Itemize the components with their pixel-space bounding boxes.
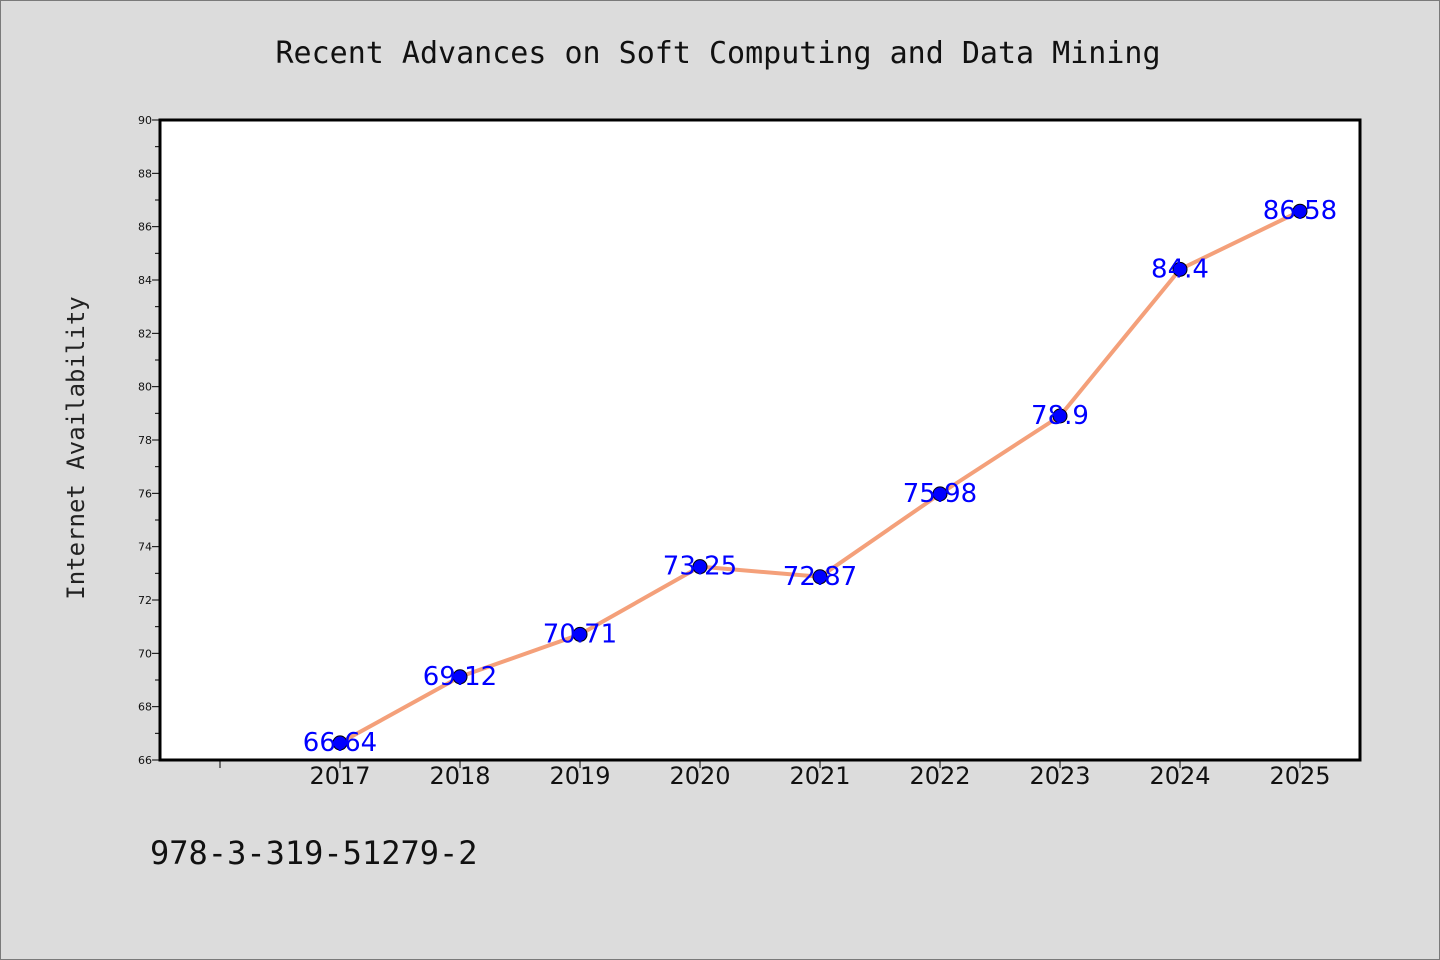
x-tick-label: 2025 [1269, 762, 1330, 790]
data-point [692, 559, 708, 575]
y-tick-label: 72 [138, 594, 152, 607]
y-tick-label: 90 [138, 114, 152, 127]
data-label: 70.71 [543, 619, 617, 649]
series [332, 203, 1308, 751]
data-label: 75.98 [903, 479, 977, 509]
x-tick-label: 2020 [669, 762, 730, 790]
y-tick-label: 66 [138, 754, 152, 767]
data-point [452, 669, 468, 685]
chart-title: Recent Advances on Soft Computing and Da… [275, 36, 1160, 71]
data-label: 78.9 [1031, 401, 1089, 431]
plot-area [158, 118, 1362, 762]
x-tick-label: 2021 [789, 762, 850, 790]
y-tick-label: 76 [138, 487, 152, 500]
data-label: 69.12 [423, 662, 497, 692]
x-tick-label: 2017 [309, 762, 370, 790]
data-point [572, 626, 588, 642]
x-tick-label: 2019 [549, 762, 610, 790]
data-point [932, 486, 948, 502]
data-label: 73.25 [663, 552, 737, 582]
isbn-footer: 978-3-319-51279-2 [150, 834, 478, 872]
x-tick-label: 2022 [909, 762, 970, 790]
x-tick-label: 2024 [1149, 762, 1210, 790]
y-tick-label: 86 [138, 221, 152, 234]
y-axis-label: Internet Availability [62, 296, 90, 599]
x-axis: 2017 2018 2019 2020 2021 2022 2023 2024 2025 [219, 760, 1331, 790]
data-label: 72.87 [783, 562, 857, 592]
y-tick-label: 82 [138, 327, 152, 340]
y-tick-label: 84 [138, 274, 152, 287]
data-labels: 66.64 69.12 70.71 73.25 72.87 75.98 78.9 84.4 86… [303, 196, 1337, 758]
y-tick-label: 88 [138, 167, 152, 180]
y-tick-label: 68 [138, 701, 152, 714]
data-label: 66.64 [303, 728, 377, 758]
y-tick-label: 80 [138, 381, 152, 394]
data-point [1052, 408, 1068, 424]
data-point [1292, 203, 1308, 219]
y-tick-label: 70 [138, 647, 152, 660]
data-point [812, 569, 828, 585]
x-tick-label: 2023 [1029, 762, 1090, 790]
x-tick-label: 2018 [429, 762, 490, 790]
y-tick-label: 74 [138, 541, 152, 554]
data-label: 86.58 [1263, 196, 1337, 226]
y-tick-label: 78 [138, 434, 152, 447]
data-point [1172, 261, 1188, 277]
y-axis: 66 68 70 72 74 76 78 80 82 84 86 88 90 [138, 114, 160, 767]
data-point [332, 735, 348, 751]
data-label: 84.4 [1151, 254, 1209, 284]
